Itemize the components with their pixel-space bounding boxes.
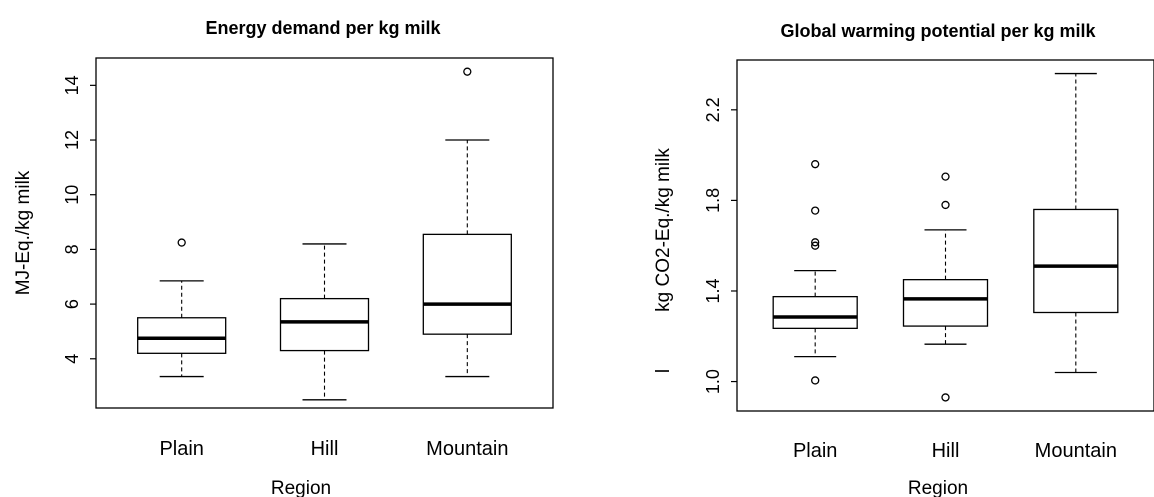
energy-demand-panel: Energy demand per kg milk MJ-Eq./kg milk… [13, 18, 554, 497]
outlier-point [811, 160, 820, 169]
outlier-point [941, 172, 950, 181]
outlier-point [811, 238, 820, 247]
iqr-box [902, 279, 989, 327]
x-axis-label: Region [271, 478, 331, 497]
y-tick-label: 10 [62, 185, 82, 205]
box-mountain [1033, 72, 1119, 374]
outlier-point [811, 206, 820, 215]
outlier-point [941, 393, 950, 402]
outlier-point [811, 376, 820, 385]
outlier-point [177, 238, 186, 247]
y-tick-label: 8 [62, 244, 82, 254]
outlier-point [463, 67, 472, 76]
chart-title: Energy demand per kg milk [205, 18, 441, 38]
iqr-box [772, 295, 858, 329]
box-hill [279, 243, 370, 401]
global-warming-panel: Global warming potential per kg milk kg … [653, 21, 1154, 497]
y-axis-label-prefix: l [653, 369, 674, 373]
x-category-label: Mountain [426, 438, 508, 460]
y-tick-label: 2.2 [703, 97, 723, 122]
x-category-label: Mountain [1035, 440, 1117, 462]
outlier-point [941, 200, 950, 210]
iqr-box [1033, 208, 1119, 314]
y-tick-label: 14 [62, 75, 82, 95]
x-category-label: Plain [159, 438, 203, 460]
box-plain [137, 238, 227, 378]
y-tick-label: 4 [62, 354, 82, 364]
box-hill [902, 172, 989, 402]
x-category-label: Plain [793, 440, 837, 462]
x-axis-label: Region [908, 478, 968, 497]
plot-frame [736, 59, 1154, 412]
y-tick-label: 1.8 [703, 188, 723, 213]
y-tick-label: 1.0 [703, 369, 723, 394]
chart-title: Global warming potential per kg milk [780, 21, 1096, 41]
x-category-label: Hill [311, 438, 339, 460]
iqr-box [422, 233, 512, 335]
box-plain [772, 160, 858, 385]
y-axis-label: kg CO2-Eq./kg milk [653, 148, 674, 312]
y-tick-label: 12 [62, 130, 82, 150]
y-axis-label: MJ-Eq./kg milk [13, 170, 34, 295]
outlier-point [811, 241, 820, 250]
x-category-label: Hill [932, 440, 960, 462]
iqr-box [279, 297, 370, 352]
y-tick-label: 6 [62, 299, 82, 309]
box-mountain [422, 67, 512, 378]
iqr-box [137, 317, 227, 354]
plot-frame [95, 57, 554, 409]
y-tick-label: 1.4 [703, 278, 723, 303]
